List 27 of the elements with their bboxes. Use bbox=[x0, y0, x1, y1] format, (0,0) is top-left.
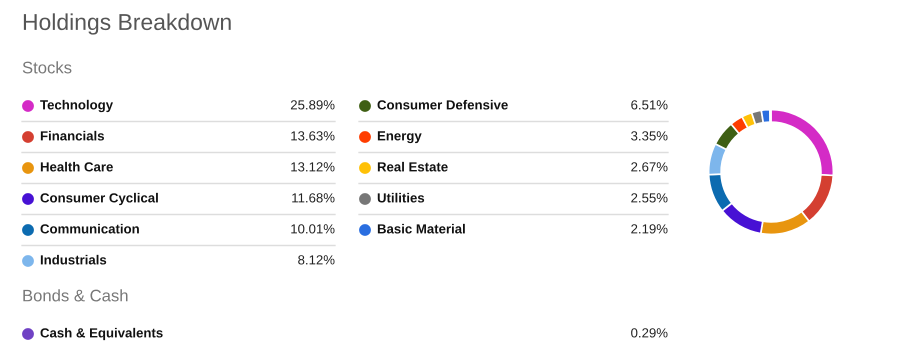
legend-label: Financials bbox=[40, 130, 104, 141]
legend-label: Communication bbox=[40, 224, 139, 234]
legend-label: Utilities bbox=[378, 192, 424, 203]
data-label: 0.29% bbox=[631, 328, 668, 338]
data-label: 11.68% bbox=[292, 193, 335, 203]
legend-label: Industrials bbox=[40, 254, 106, 265]
text: Stocks bbox=[22, 61, 72, 74]
data-label: 13.12% bbox=[291, 162, 335, 172]
data-label: 13.63% bbox=[291, 131, 335, 141]
legend-label: Real Estate bbox=[378, 162, 448, 172]
data-label: 2.55% bbox=[631, 193, 668, 203]
legend-label: Technology bbox=[40, 100, 113, 112]
data-label: 6.51% bbox=[631, 100, 668, 110]
legend-label: Cash & Equivalents bbox=[40, 328, 163, 340]
data-label: 8.12% bbox=[298, 255, 335, 265]
legend-label: Consumer Defensive bbox=[378, 100, 508, 110]
data-label: 2.19% bbox=[631, 224, 668, 234]
data-label: 10.01% bbox=[291, 224, 335, 234]
data-label: 25.89% bbox=[290, 100, 335, 110]
legend-label: Health Care bbox=[40, 162, 113, 172]
legend-label: Energy bbox=[378, 131, 422, 144]
legend-label: Consumer Cyclical bbox=[40, 192, 158, 206]
data-label: 3.35% bbox=[631, 131, 668, 141]
chart-title: Holdings Breakdown bbox=[24, 13, 231, 35]
legend-label: Basic Material bbox=[378, 224, 465, 234]
text: Bonds & Cash bbox=[23, 289, 128, 302]
data-label: 2.67% bbox=[631, 162, 668, 172]
